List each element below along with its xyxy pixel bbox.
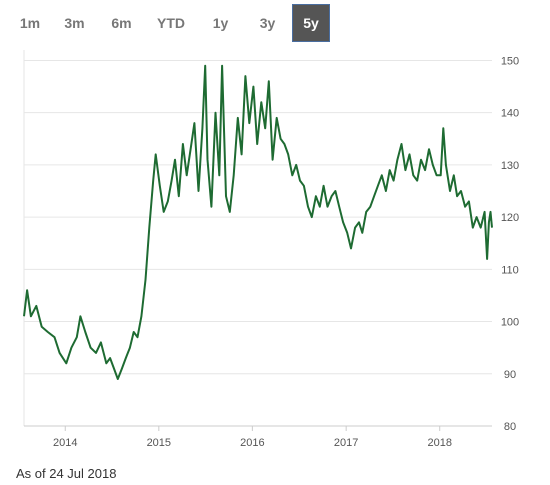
x-tick-label: 2016 bbox=[240, 437, 264, 449]
x-tick-label: 2014 bbox=[53, 437, 77, 449]
range-tab-6m[interactable]: 6m bbox=[111, 15, 132, 31]
y-tick-label: 120 bbox=[501, 212, 519, 224]
y-tick-label: 110 bbox=[501, 264, 519, 276]
range-tabs: 1m 3m 6m YTD 1y 3y 5y bbox=[10, 4, 332, 44]
x-tick-label: 2017 bbox=[334, 437, 358, 449]
x-tick-label: 2015 bbox=[147, 437, 171, 449]
range-tab-1y[interactable]: 1y bbox=[212, 15, 229, 31]
y-tick-label: 130 bbox=[501, 160, 519, 172]
x-tick-label: 2018 bbox=[427, 437, 451, 449]
y-tick-label: 90 bbox=[504, 369, 516, 381]
range-tab-3y[interactable]: 3y bbox=[259, 15, 276, 31]
range-tab-3m[interactable]: 3m bbox=[64, 15, 85, 31]
price-chart: 80 90 100 110 120 130 140 150 2014 2015 2016 2017 20… bbox=[0, 50, 550, 460]
range-tab-5y[interactable]: 5y bbox=[292, 4, 330, 42]
price-series-line bbox=[23, 64, 493, 380]
as-of-date: As of 24 Jul 2018 bbox=[16, 466, 117, 481]
y-tick-label: 140 bbox=[501, 108, 519, 120]
chart-svg: 80 90 100 110 120 130 140 150 2014 2015 2016 2017 20… bbox=[23, 50, 519, 449]
y-tick-label: 100 bbox=[501, 317, 519, 329]
y-tick-label: 150 bbox=[501, 55, 519, 67]
y-tick-label: 80 bbox=[504, 421, 516, 433]
range-tab-1m[interactable]: 1m bbox=[19, 15, 41, 31]
range-tab-ytd[interactable]: YTD bbox=[157, 15, 185, 31]
